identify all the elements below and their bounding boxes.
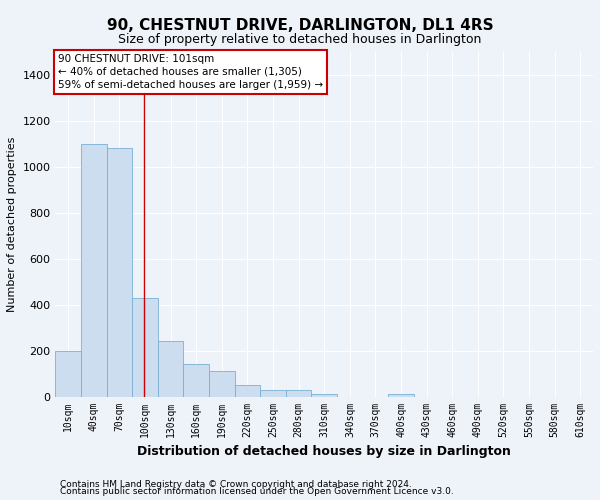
Text: 90 CHESTNUT DRIVE: 101sqm
← 40% of detached houses are smaller (1,305)
59% of se: 90 CHESTNUT DRIVE: 101sqm ← 40% of detac… [58, 54, 323, 90]
Bar [388, 394, 414, 396]
Text: Contains public sector information licensed under the Open Government Licence v3: Contains public sector information licen… [60, 487, 454, 496]
Bar [235, 385, 260, 396]
Bar [184, 364, 209, 396]
Text: 90, CHESTNUT DRIVE, DARLINGTON, DL1 4RS: 90, CHESTNUT DRIVE, DARLINGTON, DL1 4RS [107, 18, 493, 32]
Bar [55, 350, 81, 397]
Bar [81, 144, 107, 397]
Bar [260, 390, 286, 396]
Bar [158, 342, 184, 396]
X-axis label: Distribution of detached houses by size in Darlington: Distribution of detached houses by size … [137, 445, 511, 458]
Bar [209, 372, 235, 396]
Text: Contains HM Land Registry data © Crown copyright and database right 2024.: Contains HM Land Registry data © Crown c… [60, 480, 412, 489]
Bar [132, 298, 158, 396]
Text: Size of property relative to detached houses in Darlington: Size of property relative to detached ho… [118, 32, 482, 46]
Y-axis label: Number of detached properties: Number of detached properties [7, 136, 17, 312]
Bar [311, 394, 337, 396]
Bar [107, 148, 132, 396]
Bar [286, 390, 311, 396]
